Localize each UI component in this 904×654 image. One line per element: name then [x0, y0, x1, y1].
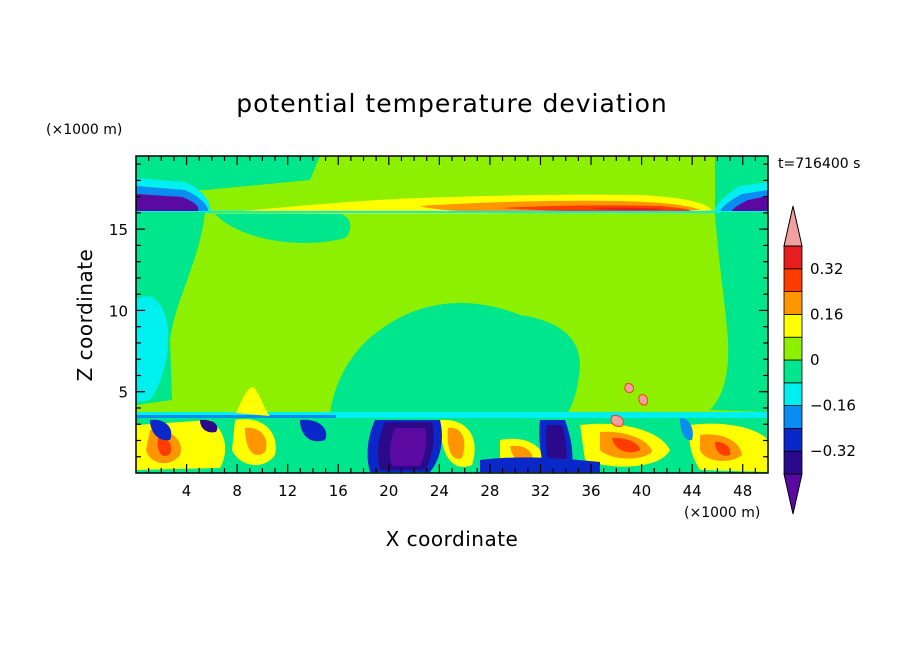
- bl-cool-plume-2b: [546, 425, 567, 468]
- colorbar-tick-label: −0.16: [810, 397, 856, 415]
- warm-band-red: [500, 205, 690, 212]
- colorbar-segment: [783, 291, 803, 315]
- colorbar-under-triangle: [783, 473, 803, 515]
- y-tick-label: 5: [118, 384, 128, 402]
- y-axis-title: Z coordinate: [73, 249, 97, 382]
- bl-cool-plume-4: [150, 419, 172, 441]
- colorbar-segment: [783, 382, 803, 406]
- colorbar-segment: [783, 313, 803, 338]
- colorbar-tick-label: −0.32: [810, 442, 856, 460]
- x-tick-label: 40: [632, 482, 651, 500]
- boundary-band-top-blue: [136, 415, 336, 418]
- colorbar-tick-label: 0.16: [810, 305, 843, 323]
- x-tick-label: 48: [733, 482, 752, 500]
- right-cool-column: [710, 210, 768, 412]
- x-axis-ticks: 4 8 12 16 20 24 28 32 36 40 44 48: [148, 156, 756, 500]
- bl-cool-plume-7: [200, 419, 218, 433]
- y-tick-label: 15: [109, 221, 128, 239]
- warm-dot-3: [610, 415, 624, 427]
- boundary-band-top-cyan: [136, 412, 768, 418]
- top-left-lobe-purple: [136, 194, 199, 211]
- bl-warm-10: [612, 437, 640, 453]
- colorbar: 0.32 0.16 0 −0.16 −0.32: [783, 205, 856, 515]
- colorbar-segment: [783, 405, 803, 429]
- x-tick-label: 24: [430, 482, 449, 500]
- x-tick-label: 28: [480, 482, 499, 500]
- x-tick-label: 8: [232, 482, 242, 500]
- heatmap-field: [136, 156, 768, 473]
- left-cool-top: [136, 156, 320, 190]
- y-axis-ticks: 5 10 15: [109, 163, 768, 458]
- time-label: t=716400 s: [778, 156, 860, 172]
- y-unit-label: (×1000 m): [46, 122, 122, 138]
- warm-dot-2: [638, 394, 649, 406]
- colorbar-tick-label: 0.32: [810, 260, 843, 278]
- x-tick-label: 4: [182, 482, 192, 500]
- bl-cool-plume-6: [680, 418, 693, 441]
- bl-cool-plume-1c: [389, 428, 427, 466]
- x-axis-title: X coordinate: [386, 527, 519, 551]
- inner-cool-dome: [330, 303, 580, 420]
- x-tick-label: 36: [581, 482, 600, 500]
- colorbar-segment: [783, 450, 803, 475]
- warm-dot-1: [624, 383, 635, 393]
- tropopause-line: [205, 211, 720, 213]
- bl-warm-7: [447, 427, 465, 459]
- colorbar-segment: [783, 336, 803, 361]
- x-tick-label: 32: [531, 482, 550, 500]
- colorbar-segment: [783, 268, 803, 292]
- x-tick-label: 16: [329, 482, 348, 500]
- colorbar-segment: [783, 245, 803, 270]
- colorbar-segment: [783, 427, 803, 452]
- chart-title: potential temperature deviation: [236, 89, 667, 118]
- warm-plume-10: [236, 387, 270, 416]
- colorbar-tick-label: 0: [810, 351, 820, 369]
- warm-band-dark-red: [590, 207, 665, 211]
- x-tick-label: 44: [683, 482, 702, 500]
- colorbar-segment: [783, 359, 803, 384]
- bl-warm-3: [157, 437, 172, 457]
- x-unit-label: (×1000 m): [684, 505, 760, 521]
- upper-cool-blob: [215, 214, 351, 244]
- colorbar-over-triangle: [783, 205, 803, 247]
- bl-cool-plume-3: [300, 419, 327, 442]
- top-right-lobe-purple: [732, 196, 768, 211]
- bl-warm-5: [245, 427, 267, 455]
- left-cyan-column: [136, 296, 169, 402]
- x-tick-label: 20: [379, 482, 398, 500]
- x-tick-label: 12: [278, 482, 297, 500]
- y-tick-label: 10: [109, 302, 128, 320]
- bl-warm-13: [715, 441, 731, 456]
